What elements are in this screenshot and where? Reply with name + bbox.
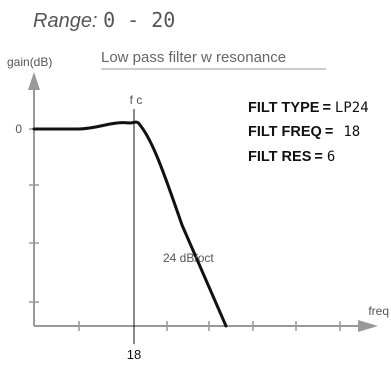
y-axis-arrow-icon xyxy=(28,72,40,90)
param-row: FILT RES = 6 xyxy=(248,149,335,165)
zero-label: 0 xyxy=(15,122,22,136)
param-name: FILT RES xyxy=(248,149,312,165)
filter-response-curve xyxy=(32,120,228,328)
param-row: FILT TYPE = LP24 xyxy=(248,100,369,116)
param-name: FILT FREQ xyxy=(248,124,322,140)
range-header: Range: 0 - 20 xyxy=(33,8,175,32)
slope-label: 24 dB/oct xyxy=(163,251,214,265)
param-list: FILT TYPE = LP24 FILT FREQ = 18 FILT RES = 6 xyxy=(248,100,369,165)
param-equals: = xyxy=(325,124,333,140)
range-prefix: Range: xyxy=(33,10,103,32)
x-axis-arrow-icon xyxy=(358,320,378,332)
range-value: 0 - 20 xyxy=(103,8,175,32)
param-row: FILT FREQ = 18 xyxy=(248,124,360,140)
param-name: FILT TYPE xyxy=(248,100,320,116)
param-value: 18 xyxy=(343,124,360,140)
param-value: 6 xyxy=(327,149,335,165)
y-axis-label: gain(dB) xyxy=(7,55,52,69)
param-value: LP24 xyxy=(335,100,369,116)
graph-title: Low pass filter w resonance xyxy=(101,49,286,66)
cutoff-value: 18 xyxy=(127,347,141,362)
x-axis-label: freq xyxy=(368,304,389,318)
param-equals: = xyxy=(314,149,322,165)
cutoff-label: f c xyxy=(130,93,143,107)
param-equals: = xyxy=(322,100,330,116)
